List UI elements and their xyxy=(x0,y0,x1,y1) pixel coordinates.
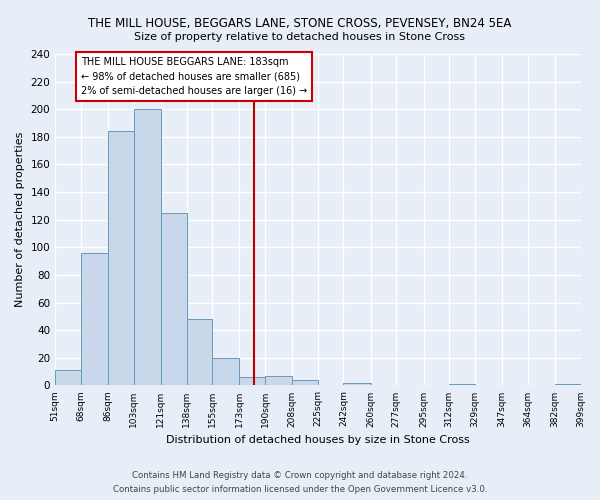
Bar xyxy=(55,370,81,386)
Bar xyxy=(555,384,581,386)
Bar xyxy=(212,358,239,386)
Bar xyxy=(81,253,108,386)
Bar xyxy=(108,132,134,386)
Bar xyxy=(292,380,318,386)
Text: THE MILL HOUSE BEGGARS LANE: 183sqm
← 98% of detached houses are smaller (685)
2: THE MILL HOUSE BEGGARS LANE: 183sqm ← 98… xyxy=(81,57,307,96)
Text: Size of property relative to detached houses in Stone Cross: Size of property relative to detached ho… xyxy=(134,32,466,42)
Bar xyxy=(449,384,475,386)
Bar xyxy=(161,213,187,386)
Bar xyxy=(134,109,161,386)
Bar xyxy=(343,382,371,386)
Bar xyxy=(265,376,292,386)
Y-axis label: Number of detached properties: Number of detached properties xyxy=(15,132,25,308)
Text: Contains HM Land Registry data © Crown copyright and database right 2024.
Contai: Contains HM Land Registry data © Crown c… xyxy=(113,472,487,494)
Text: THE MILL HOUSE, BEGGARS LANE, STONE CROSS, PEVENSEY, BN24 5EA: THE MILL HOUSE, BEGGARS LANE, STONE CROS… xyxy=(88,18,512,30)
X-axis label: Distribution of detached houses by size in Stone Cross: Distribution of detached houses by size … xyxy=(166,435,470,445)
Bar xyxy=(187,319,212,386)
Bar xyxy=(239,377,265,386)
